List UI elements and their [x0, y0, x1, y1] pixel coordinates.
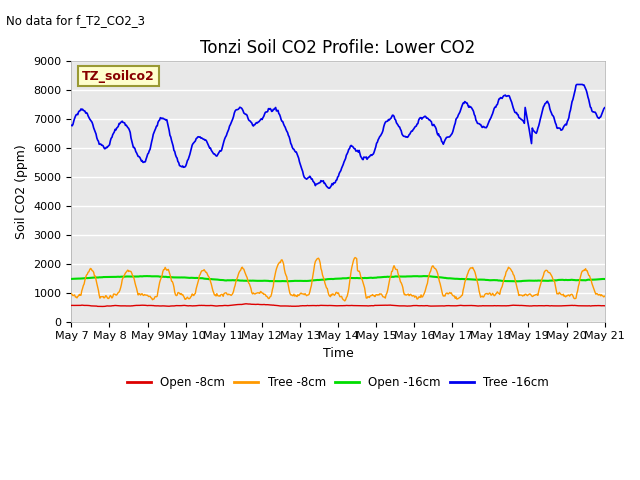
Text: No data for f_T2_CO2_3: No data for f_T2_CO2_3 [6, 14, 145, 27]
Text: TZ_soilco2: TZ_soilco2 [82, 70, 155, 83]
X-axis label: Time: Time [323, 347, 353, 360]
Legend: Open -8cm, Tree -8cm, Open -16cm, Tree -16cm: Open -8cm, Tree -8cm, Open -16cm, Tree -… [122, 372, 554, 394]
Y-axis label: Soil CO2 (ppm): Soil CO2 (ppm) [15, 144, 28, 239]
Title: Tonzi Soil CO2 Profile: Lower CO2: Tonzi Soil CO2 Profile: Lower CO2 [200, 39, 476, 57]
